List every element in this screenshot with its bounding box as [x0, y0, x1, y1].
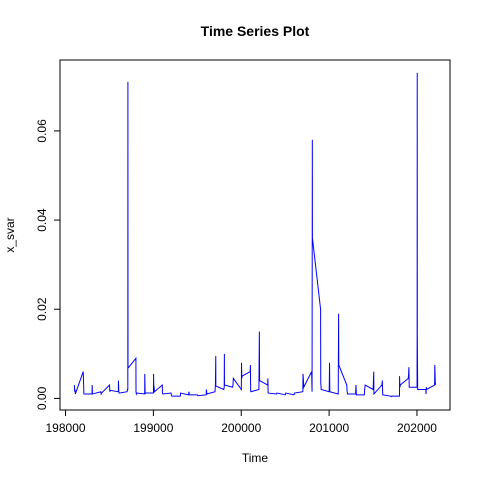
chart-title: Time Series Plot [201, 23, 310, 39]
data-line [73, 72, 437, 398]
x-tick-label: 199000 [133, 421, 173, 435]
plot-box [59, 59, 451, 411]
y-tick-label: 0.04 [35, 208, 49, 232]
y-tick-label: 0.00 [35, 386, 49, 410]
x-tick-label: 198000 [46, 421, 86, 435]
y-tick-label: 0.02 [35, 297, 49, 321]
x-tick-label: 201000 [309, 421, 349, 435]
x-tick-label: 202000 [397, 421, 437, 435]
y-tick-label: 0.06 [35, 119, 49, 143]
x-tick-label: 200000 [221, 421, 261, 435]
x-axis-label: Time [242, 451, 269, 465]
y-axis-label: x_svar [3, 217, 17, 252]
